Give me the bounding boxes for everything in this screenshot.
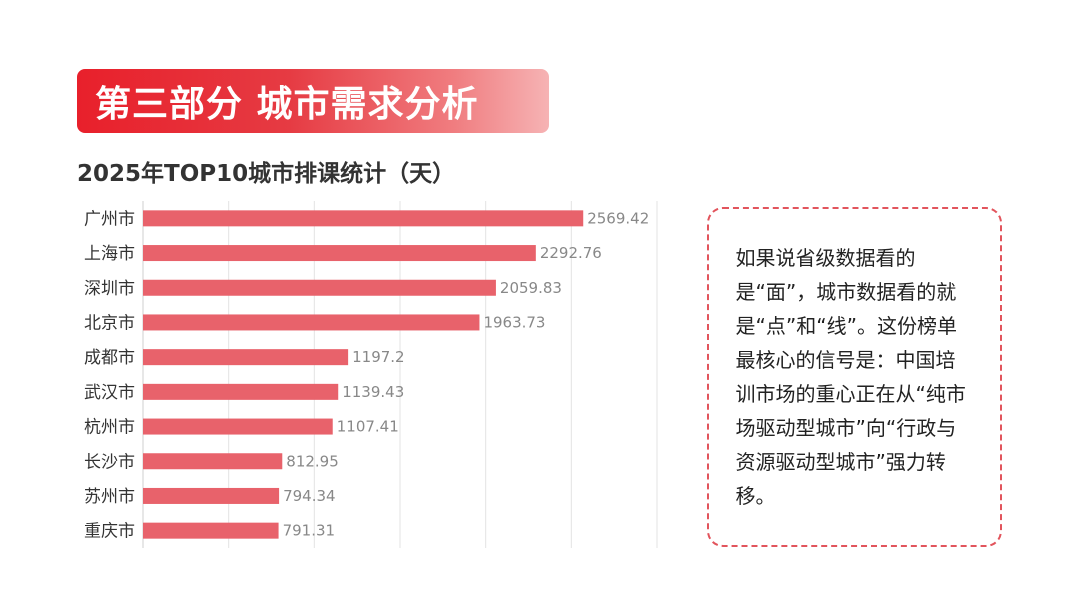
category-label: 北京市: [84, 313, 135, 333]
category-label: 重庆市: [84, 522, 135, 542]
category-label: 广州市: [84, 209, 135, 229]
bar: [143, 418, 333, 435]
bar: [143, 487, 280, 504]
category-label: 深圳市: [84, 279, 135, 299]
data-label: 2292.76: [540, 244, 602, 262]
bar: [143, 279, 496, 296]
insight-note-text: 如果说省级数据看的是“面”，城市数据看的就是“点”和“线”。这份榜单最核心的信号…: [735, 246, 966, 508]
category-label: 成都市: [84, 348, 135, 368]
bar: [143, 383, 339, 400]
data-label: 794.34: [283, 487, 336, 505]
data-label: 791.31: [283, 522, 336, 540]
data-label: 1197.2: [352, 348, 405, 366]
bar: [143, 314, 480, 331]
bar: [143, 453, 283, 470]
section-banner: 第三部分 城市需求分析: [77, 69, 549, 133]
category-label: 上海市: [84, 244, 135, 264]
section-title: 第三部分 城市需求分析: [95, 84, 479, 125]
chart-title: 2025年TOP10城市排课统计（天）: [77, 161, 456, 187]
data-label: 812.95: [286, 452, 339, 470]
data-label: 1139.43: [342, 383, 404, 401]
category-label: 长沙市: [84, 452, 135, 472]
bar: [143, 522, 279, 539]
data-label: 1963.73: [483, 313, 545, 331]
insight-note-box: 如果说省级数据看的是“面”，城市数据看的就是“点”和“线”。这份榜单最核心的信号…: [707, 207, 1002, 547]
category-label: 武汉市: [84, 383, 135, 403]
bar-chart: 广州市 2569.42 上海市 2292.76 深圳市 2059.83 北京市 1963.73…: [84, 201, 658, 548]
data-label: 2059.83: [500, 279, 562, 297]
bar: [143, 245, 536, 262]
bar: [143, 349, 349, 366]
category-label: 杭州市: [84, 418, 135, 438]
data-label: 1107.41: [337, 418, 399, 436]
bar: [143, 210, 584, 227]
data-label: 2569.42: [587, 209, 649, 227]
category-label: 苏州市: [84, 487, 135, 507]
